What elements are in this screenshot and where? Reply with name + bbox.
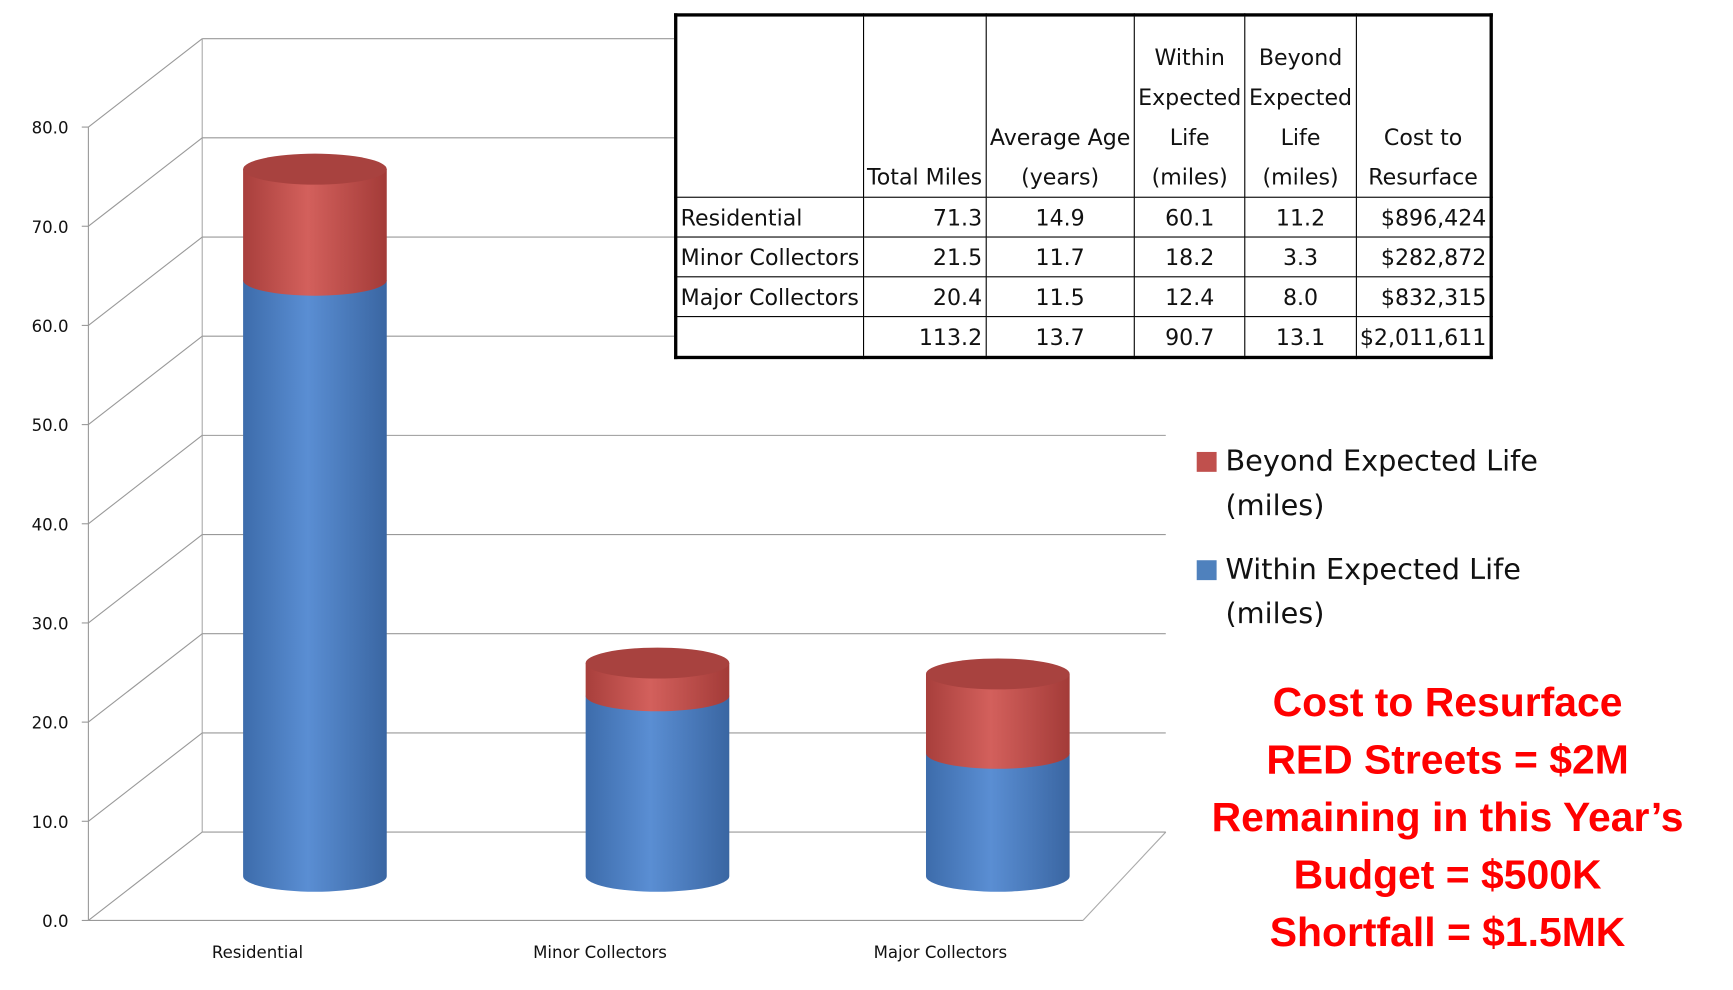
header-line: Cost to	[1383, 123, 1463, 151]
grid-line	[88, 236, 203, 326]
table-cell: 21.5	[862, 236, 987, 278]
table-cell: Minor Collectors	[675, 236, 864, 278]
table-cell: 13.1	[1244, 316, 1357, 359]
legend-entry: Beyond Expected Life (miles)	[1196, 440, 1557, 528]
header-cell: Total Miles	[862, 14, 987, 198]
table-row: Minor Collectors 21.5 11.7 18.2 3.3 $282,872	[675, 236, 1492, 278]
header-line: Within	[1154, 44, 1225, 71]
header-row: Total Miles Average Age (years) Within Expec…	[675, 14, 1492, 198]
y-tick-label: 40.0	[32, 515, 69, 534]
header-line: Expected	[1138, 83, 1242, 111]
legend-label: Within Expected Life (miles)	[1225, 553, 1521, 631]
annotation-line: Remaining in this Year’s	[1211, 794, 1684, 840]
table-cell: 11.2	[1244, 196, 1357, 238]
grid-line	[88, 732, 203, 822]
header-line: Expected	[1248, 83, 1353, 111]
total-row: 113.2 13.7 90.7 13.1 $2,011,611	[675, 316, 1492, 359]
x-tick-label: Residential	[212, 943, 303, 962]
grid-line	[88, 434, 203, 525]
header-line: Life	[1169, 123, 1210, 151]
table-cell: 13.7	[985, 316, 1135, 359]
y-tick-label: 50.0	[32, 416, 69, 435]
table-cell: 20.4	[862, 276, 987, 318]
table-row: Major Collectors 20.4 11.5 12.4 8.0 $832,315	[675, 276, 1492, 318]
grid-line	[88, 831, 203, 921]
header-line: (years)	[1021, 163, 1100, 191]
table-cell: 3.3	[1244, 236, 1357, 278]
table-row: Residential 71.3 14.9 60.1 11.2 $896,424	[675, 196, 1492, 238]
table-cell: $896,424	[1355, 196, 1492, 238]
grid-line	[88, 633, 203, 723]
header-line: Resurface	[1368, 163, 1478, 191]
x-tick-label: Major Collectors	[874, 943, 1008, 962]
table-cell: $282,872	[1355, 236, 1492, 278]
y-tick-label: 70.0	[32, 218, 69, 237]
table-cell	[675, 316, 864, 359]
table-cell: 90.7	[1133, 316, 1246, 359]
y-tick-label: 60.0	[32, 317, 69, 336]
data-table: Total Miles Average Age (years) Within Expec…	[674, 13, 1493, 360]
annotation-line: Cost to Resurface	[1272, 679, 1623, 725]
annotation: Cost to Resurface RED Streets = $2M Remain…	[1160, 674, 1733, 961]
table-cell: Major Collectors	[675, 276, 864, 318]
y-tick-label: 10.0	[32, 813, 69, 832]
header-line: (miles)	[1262, 163, 1339, 191]
legend-swatch	[1196, 451, 1217, 472]
bar-top	[243, 153, 387, 185]
table-cell: 12.4	[1133, 276, 1246, 318]
table-cell: 113.2	[862, 316, 987, 359]
legend-label: Beyond Expected Life (miles)	[1225, 445, 1538, 523]
table-cell: 60.1	[1133, 196, 1246, 238]
header-line: Average Age	[989, 123, 1131, 151]
table-cell: 14.9	[985, 196, 1135, 238]
legend-entry: Within Expected Life (miles)	[1196, 548, 1557, 636]
bar-top	[585, 647, 730, 679]
header-line: (miles)	[1151, 163, 1228, 191]
table-cell: Residential	[675, 196, 864, 238]
y-tick-label: 20.0	[32, 714, 69, 733]
legend: Beyond Expected Life (miles) Within Expec…	[1196, 440, 1557, 657]
annotation-line: Shortfall = $1.5MK	[1269, 909, 1626, 955]
bar-segment	[925, 673, 1070, 769]
header-line: Life	[1280, 123, 1321, 151]
header-line: Total Miles	[867, 163, 983, 191]
header-cell: Average Age (years)	[985, 14, 1135, 198]
bar-segment	[925, 753, 1070, 892]
bar-segment	[243, 169, 387, 296]
header-cell	[675, 14, 864, 198]
y-tick-label: 30.0	[32, 615, 69, 634]
annotation-line: Budget = $500K	[1293, 851, 1602, 898]
grid-line	[88, 335, 203, 426]
bar-segment	[585, 695, 730, 892]
legend-swatch	[1196, 560, 1217, 581]
table-cell: 11.5	[985, 276, 1135, 318]
bar-segment	[243, 280, 387, 892]
grid-line	[88, 534, 203, 624]
table-cell: 71.3	[862, 196, 987, 238]
bar-top	[925, 658, 1070, 690]
table-cell: 11.7	[985, 236, 1135, 278]
header-cell: Beyond Expected Life (miles)	[1244, 14, 1357, 198]
axis-line	[1082, 831, 1167, 921]
table-cell: $2,011,611	[1355, 316, 1492, 359]
annotation-line: RED Streets = $2M	[1266, 737, 1629, 783]
y-tick-label: 0.0	[42, 912, 68, 931]
grid-line	[88, 38, 203, 128]
x-tick-label: Minor Collectors	[533, 943, 667, 962]
table-cell: 18.2	[1133, 236, 1246, 278]
table-cell: 8.0	[1244, 276, 1357, 318]
y-tick-label: 80.0	[32, 119, 69, 138]
header-cell: Cost to Resurface	[1355, 14, 1492, 198]
table-cell: $832,315	[1355, 276, 1492, 318]
grid-line	[88, 137, 203, 227]
header-line: Beyond	[1258, 44, 1343, 71]
header-cell: Within Expected Life (miles)	[1133, 14, 1246, 198]
